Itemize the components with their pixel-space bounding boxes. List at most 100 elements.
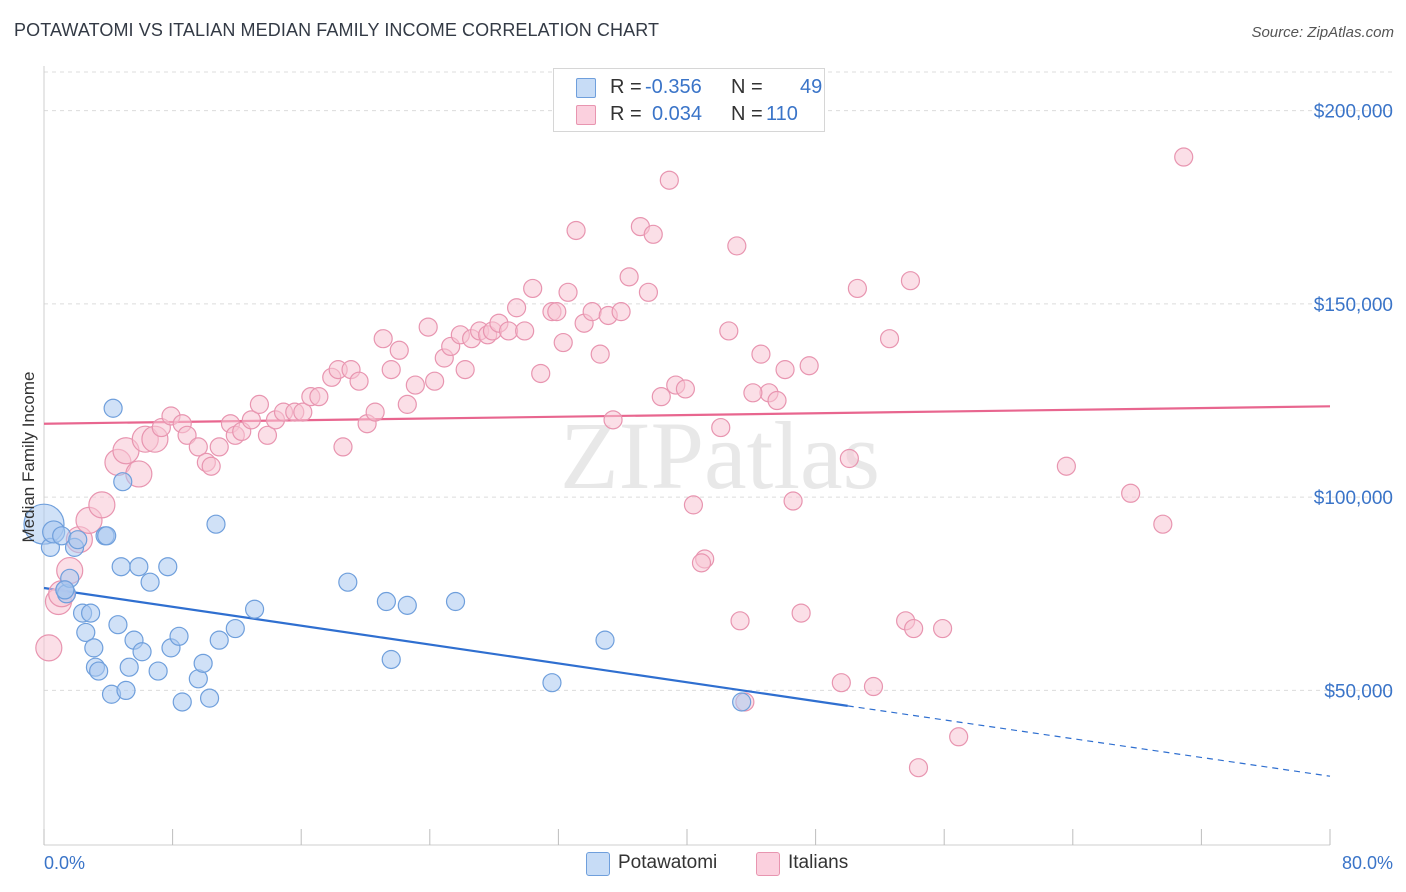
- italians-point: [879, 329, 900, 349]
- y-tick-label: $50,000: [1324, 681, 1393, 702]
- x-tick-label-max: 80.0%: [1342, 853, 1393, 873]
- r-value-italians: 0.034: [652, 103, 703, 125]
- potawatomi-point: [445, 591, 466, 612]
- italians-point: [582, 302, 602, 322]
- potawatomi-point: [381, 649, 401, 670]
- italians-point: [1153, 514, 1173, 534]
- italians-point: [241, 410, 261, 430]
- potawatomi-point: [129, 557, 149, 577]
- potawatomi-point: [68, 530, 88, 550]
- italians-point: [799, 356, 819, 376]
- italians-point: [381, 360, 401, 380]
- potawatomi-point: [244, 599, 265, 619]
- potawatomi-point: [103, 398, 123, 418]
- stats-legend: R = -0.356 N = 49 R = 0.034 N = 110: [553, 68, 825, 132]
- italians-point: [727, 236, 747, 256]
- italians-point: [333, 437, 353, 457]
- italians-point: [188, 437, 208, 457]
- potawatomi-point: [55, 580, 75, 600]
- italians-point: [711, 417, 731, 438]
- x-tick-label-min: 0.0%: [44, 853, 85, 873]
- potawatomi-point: [732, 692, 752, 712]
- italians-point: [365, 402, 385, 422]
- series-legend: Potawatomi Italians: [0, 851, 1406, 877]
- italians-point: [531, 363, 551, 384]
- italians-point: [691, 553, 712, 573]
- italians-point: [730, 611, 750, 631]
- italians-point: [900, 271, 921, 291]
- italians-point: [373, 329, 393, 349]
- italians-point: [309, 387, 329, 407]
- italians-point: [791, 603, 811, 623]
- potawatomi-point: [338, 572, 358, 592]
- potawatomi-point: [84, 638, 104, 658]
- y-tick-label: $200,000: [1314, 102, 1393, 123]
- potawatomi-point: [209, 630, 229, 650]
- italians-swatch: [576, 105, 596, 125]
- potawatomi-point: [169, 626, 189, 646]
- italians-point: [1056, 456, 1076, 476]
- grid-lines: [44, 71, 1393, 691]
- potawatomi-point: [199, 688, 220, 708]
- italians-point: [683, 495, 704, 515]
- y-tick-label: $100,000: [1314, 488, 1393, 509]
- italians-point: [611, 302, 631, 322]
- n-value-italians: 110: [766, 103, 798, 125]
- potawatomi-point: [81, 603, 101, 623]
- italians-point: [643, 224, 663, 244]
- italians-point: [397, 394, 417, 414]
- potawatomi-point: [89, 661, 109, 681]
- italians-point: [1174, 147, 1194, 167]
- italians-point: [566, 220, 586, 241]
- y-axis-label: Median Family Income: [19, 371, 38, 542]
- italians-point: [257, 425, 278, 445]
- italians-point: [651, 387, 671, 407]
- italians-point: [847, 278, 867, 299]
- y-tick-label: $150,000: [1314, 295, 1393, 316]
- y-tick-labels: $50,000 $100,000 $150,000 $200,000: [1314, 102, 1393, 703]
- potawatomi-point: [97, 526, 117, 546]
- italians-point: [638, 282, 659, 302]
- italians-point: [389, 340, 409, 360]
- n-label: N =: [731, 103, 763, 125]
- italians-point: [751, 344, 771, 364]
- italians-point: [932, 618, 953, 639]
- italians-point: [558, 282, 578, 302]
- italians-point: [547, 302, 567, 322]
- italians-point: [775, 360, 795, 380]
- italians-point: [425, 371, 445, 391]
- italians-point: [904, 618, 924, 639]
- potawatomi-trend-line: [43, 586, 848, 707]
- r-label: R =: [610, 103, 642, 125]
- potawatomi-point: [140, 572, 160, 592]
- italians-point: [35, 634, 63, 662]
- italians-point: [831, 673, 851, 693]
- potawatomi-point: [206, 514, 226, 534]
- potawatomi-point: [193, 653, 213, 673]
- potawatomi-trend-extension: [847, 705, 1331, 777]
- italians-point: [719, 321, 739, 341]
- data-points: [23, 147, 1194, 778]
- potawatomi-point: [116, 680, 136, 701]
- potawatomi-point: [113, 472, 133, 492]
- italians-point: [201, 456, 221, 476]
- r-label: R =: [610, 76, 642, 98]
- potawatomi-point: [76, 622, 96, 643]
- italians-point: [949, 727, 969, 747]
- italians-point: [88, 491, 116, 519]
- source-label: Source: ZipAtlas.com: [1251, 24, 1394, 41]
- italians-point: [743, 383, 763, 403]
- italians-point: [515, 321, 535, 341]
- italians-point: [553, 332, 573, 353]
- axes: [43, 66, 1331, 846]
- italians-point: [349, 371, 369, 391]
- italians-point: [590, 344, 610, 364]
- italians-point: [659, 170, 679, 190]
- potawatomi-point: [132, 642, 152, 662]
- n-label: N =: [731, 76, 763, 98]
- italians-point: [767, 390, 787, 411]
- italians-point: [418, 317, 438, 337]
- italians-point: [523, 278, 543, 299]
- italians-point: [293, 402, 313, 422]
